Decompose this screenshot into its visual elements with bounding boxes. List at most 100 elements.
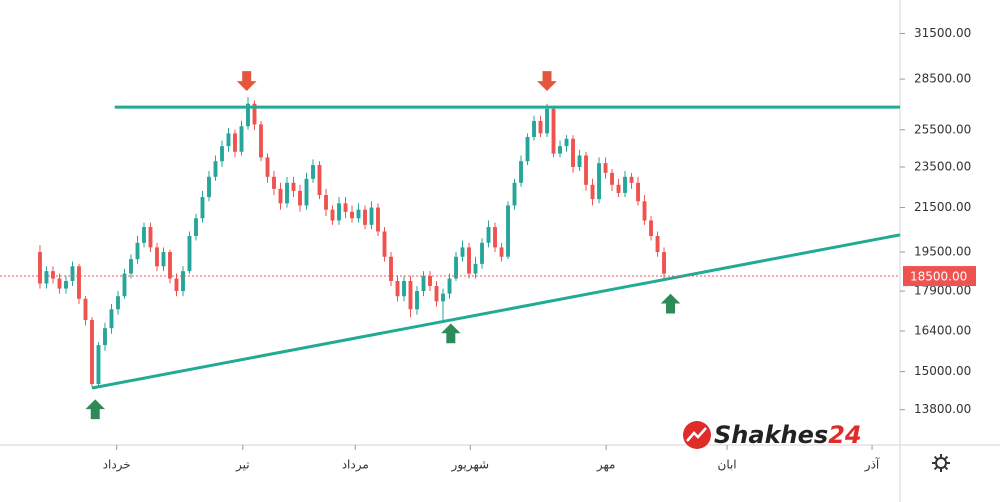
logo: Shakhes24: [683, 421, 862, 449]
current-price-label: 18500.00: [910, 270, 967, 284]
candle-body: [415, 291, 419, 310]
candle-body: [577, 155, 582, 168]
candle-body: [142, 227, 146, 243]
candle-body: [64, 281, 68, 289]
y-tick-label: 28500.00: [914, 72, 971, 86]
candle-body: [44, 271, 49, 284]
candle-body: [148, 227, 153, 248]
candle-body: [285, 182, 289, 204]
candle-body: [363, 209, 367, 225]
candle-body: [265, 157, 270, 177]
candle-body: [343, 203, 348, 212]
candle-body: [486, 227, 491, 243]
y-tick-label: 19500.00: [914, 245, 971, 259]
candle-body: [642, 201, 647, 221]
candle-body: [597, 163, 601, 200]
candle-body: [584, 155, 588, 185]
candle-body: [168, 252, 172, 279]
x-tick-label: خرداد: [103, 458, 131, 473]
candle-body: [525, 136, 530, 162]
candle-body: [545, 108, 549, 134]
candle-body: [252, 103, 257, 125]
candle-body: [207, 176, 211, 198]
candle-body: [278, 188, 283, 204]
gear[interactable]: [935, 457, 947, 469]
candle-body: [649, 220, 653, 236]
candle-body: [558, 146, 562, 154]
candle-body: [155, 247, 159, 267]
candle-body: [122, 273, 127, 297]
candle-body: [662, 252, 666, 274]
candle-body: [317, 165, 322, 196]
x-tick-label: مهر: [596, 458, 616, 473]
candle-body: [200, 197, 205, 219]
candle-body: [356, 209, 361, 219]
y-tick-label: 17900.00: [914, 284, 971, 298]
candle-body: [103, 328, 107, 346]
candle-body: [220, 146, 224, 162]
candle-body: [551, 108, 556, 154]
candle-body: [187, 235, 192, 272]
candle-body: [213, 161, 218, 177]
candle-body: [70, 266, 75, 282]
candle-body: [590, 184, 595, 200]
candle-body: [538, 120, 543, 134]
candle-body: [441, 293, 445, 302]
candle-body: [109, 309, 114, 329]
candle-body: [519, 161, 523, 183]
current-price-box: [903, 266, 976, 287]
candle-body: [174, 278, 179, 292]
candle-body: [460, 247, 465, 257]
candle-body: [233, 133, 237, 152]
candle-body: [447, 278, 452, 294]
x-tick-label: ابان: [718, 458, 737, 472]
candle-body: [467, 247, 471, 274]
gear-teeth[interactable]: [932, 454, 950, 472]
settings-icon[interactable]: [932, 454, 950, 472]
candle-body: [402, 281, 406, 297]
candle-body: [194, 218, 198, 236]
candle-body: [532, 120, 536, 137]
y-tick-label: 25500.00: [914, 122, 971, 136]
candle-body: [330, 209, 335, 221]
candle-body: [493, 227, 497, 248]
candle-body: [259, 124, 263, 158]
y-tick-label: 21500.00: [914, 200, 971, 214]
candle-body: [181, 271, 185, 292]
x-tick-label: آذر: [864, 457, 880, 473]
candle-body: [655, 235, 660, 253]
candle-body: [57, 278, 62, 289]
x-tick-label: تیر: [235, 458, 250, 473]
x-tick-label: شهریور: [451, 458, 490, 473]
candle-body: [239, 126, 244, 152]
candle-body: [298, 190, 302, 206]
candle-body: [382, 231, 387, 257]
arrow: [83, 397, 108, 421]
candle-body: [369, 207, 374, 225]
candle-body: [304, 178, 309, 206]
candle-body: [636, 182, 640, 202]
logo-name: Shakhes: [714, 421, 828, 449]
candle-body: [499, 247, 504, 257]
trend-line: [91, 233, 901, 390]
logo-icon-line: [686, 427, 707, 442]
candle-body: [324, 195, 328, 210]
candle-body: [473, 263, 478, 274]
candle-body: [616, 184, 621, 193]
candle-body: [610, 172, 614, 185]
candle-body: [96, 345, 101, 384]
candle-body: [506, 205, 510, 257]
logo-number: 24: [828, 421, 861, 449]
candle-body: [389, 256, 393, 282]
candle-body: [512, 182, 517, 206]
candle-body: [428, 276, 432, 287]
candle-body: [291, 182, 296, 191]
candle-body: [350, 211, 354, 219]
y-tick-label: 13800.00: [914, 402, 971, 416]
candle-body: [311, 165, 315, 179]
candle-body: [408, 281, 413, 310]
candle-body: [480, 242, 484, 264]
logo-text: Shakhes24: [714, 421, 862, 449]
candle-body: [246, 103, 250, 127]
candle-body: [564, 138, 569, 147]
